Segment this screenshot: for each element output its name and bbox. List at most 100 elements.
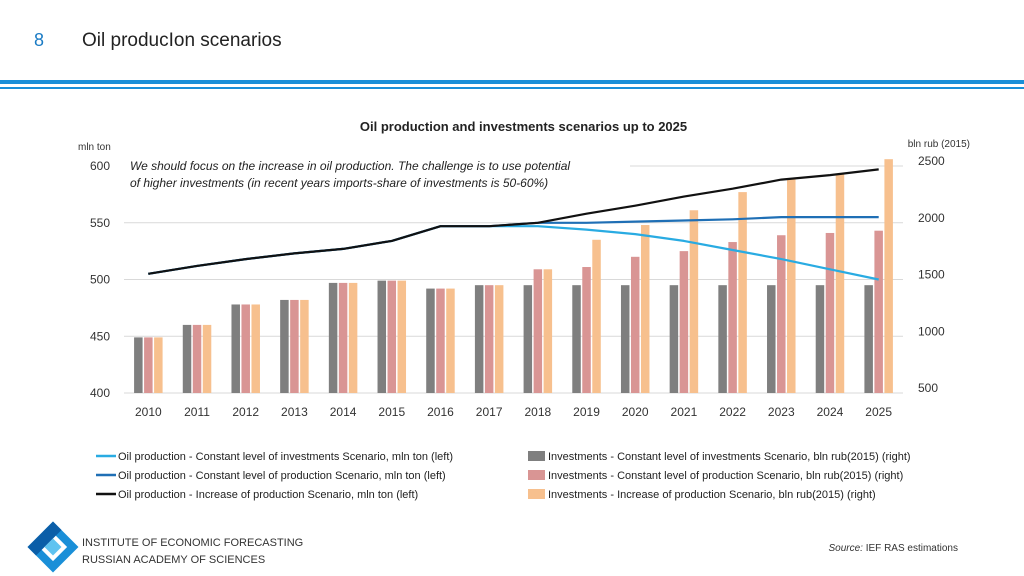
bar (640, 225, 650, 393)
left-tick-label: 600 (90, 159, 110, 173)
bar (134, 337, 143, 393)
bar (426, 288, 435, 393)
x-tick-label: 2020 (622, 405, 649, 419)
left-tick-label: 400 (90, 386, 110, 400)
bar (154, 337, 163, 393)
x-tick-label: 2014 (330, 405, 357, 419)
bar (738, 192, 747, 393)
bar (338, 282, 348, 393)
right-tick-label: 2000 (918, 211, 945, 225)
right-tick-label: 1500 (918, 268, 945, 282)
bar (728, 242, 737, 393)
bar (280, 299, 289, 393)
legend-label: Oil production - Constant level of inves… (118, 451, 453, 463)
x-tick-label: 2024 (817, 405, 844, 419)
bar (679, 251, 689, 393)
bar (767, 285, 776, 393)
left-axis-label: mln ton (78, 142, 111, 153)
bar (874, 230, 883, 393)
bar (251, 304, 260, 393)
bar (192, 324, 202, 393)
legend-label: Investments - Constant level of producti… (548, 470, 903, 482)
bar (523, 285, 533, 393)
x-tick-label: 2012 (232, 405, 259, 419)
bar (348, 282, 358, 393)
bar (182, 324, 192, 393)
bar (231, 304, 240, 393)
bar (328, 282, 338, 393)
bar (718, 285, 727, 393)
header-rule (0, 80, 1024, 84)
bar (835, 173, 845, 393)
series-line (148, 168, 879, 275)
right-axis-label: bln rub (2015) (908, 139, 970, 150)
academy-name: RUSSIAN ACADEMY OF SCIENCES (82, 554, 266, 566)
bar (446, 288, 455, 393)
source-label: Source: (828, 543, 863, 554)
bar (689, 210, 699, 393)
x-tick-label: 2023 (768, 405, 795, 419)
bar (377, 280, 387, 393)
bar (543, 269, 553, 393)
bar (241, 304, 250, 393)
bar (582, 267, 591, 393)
bar (815, 285, 825, 393)
x-tick-label: 2016 (427, 405, 454, 419)
x-tick-label: 2025 (865, 405, 892, 419)
x-tick-label: 2013 (281, 405, 308, 419)
x-tick-label: 2017 (476, 405, 503, 419)
legend-label: Oil production - Increase of production … (118, 489, 418, 501)
left-tick-label: 450 (90, 329, 110, 343)
bar (620, 285, 630, 393)
slide-title: Oil producIon scenarios (82, 30, 282, 51)
bar (202, 324, 212, 393)
source-text: IEF RAS estimations (865, 543, 958, 554)
left-tick-label: 550 (90, 216, 110, 230)
institute-logo (27, 521, 79, 573)
right-tick-label: 2500 (918, 154, 945, 168)
bar (533, 269, 543, 393)
bar (864, 285, 873, 393)
bar (397, 280, 407, 393)
bar (494, 285, 504, 393)
chart-annotation: We should focus on the increase in oil p… (130, 159, 570, 173)
header-rule-thin (0, 87, 1024, 89)
right-tick-label: 500 (918, 381, 938, 395)
bar (669, 285, 679, 393)
x-tick-label: 2019 (573, 405, 600, 419)
bar (144, 337, 153, 393)
bar (572, 285, 581, 393)
chart-title: Oil production and investments scenarios… (360, 119, 687, 134)
legend-label: Investments - Constant level of investme… (548, 451, 911, 463)
bar (484, 285, 494, 393)
source-note: Source: IEF RAS estimations (828, 543, 958, 554)
legend-bar-swatch (528, 489, 545, 499)
legend-label: Oil production - Constant level of produ… (118, 470, 446, 482)
annotation-background (124, 156, 630, 196)
chart-annotation: of higher investments (in recent years i… (130, 176, 548, 190)
x-tick-label: 2018 (524, 405, 551, 419)
bar (474, 285, 484, 393)
bar (787, 178, 796, 393)
x-tick-label: 2015 (378, 405, 405, 419)
bar (777, 235, 786, 393)
bar (884, 159, 893, 393)
bar (436, 288, 445, 393)
x-tick-label: 2022 (719, 405, 746, 419)
slide-number: 8 (34, 30, 45, 50)
institute-name: INSTITUTE OF ECONOMIC FORECASTING (82, 537, 304, 549)
legend-bar-swatch (528, 470, 545, 480)
bar (592, 239, 601, 393)
x-tick-label: 2010 (135, 405, 162, 419)
x-tick-label: 2021 (671, 405, 698, 419)
left-tick-label: 500 (90, 273, 110, 287)
bar (630, 256, 640, 393)
bar (387, 280, 397, 393)
right-tick-label: 1000 (918, 324, 945, 338)
legend-bar-swatch (528, 451, 545, 461)
bar (825, 232, 835, 393)
x-tick-label: 2011 (184, 405, 210, 419)
legend-label: Investments - Increase of production Sce… (548, 489, 876, 501)
bar (290, 299, 299, 393)
